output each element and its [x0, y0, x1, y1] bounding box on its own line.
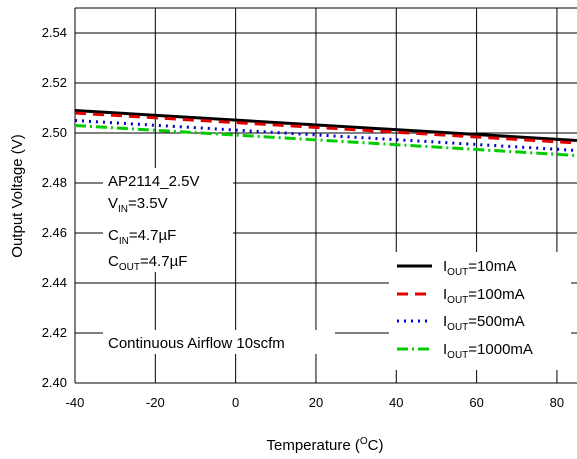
legend-label-100ma: IOUT=100mA: [443, 286, 525, 306]
annotation-condition: Continuous Airflow 10scfm: [108, 335, 285, 352]
y-tick-label: 2.48: [42, 175, 67, 190]
x-axis-title: Temperature (OC): [267, 436, 384, 454]
x-tick-label: 0: [232, 395, 239, 410]
y-tick-label: 2.44: [42, 275, 67, 290]
condition-background: [103, 330, 335, 354]
annotation-block: AP2114_2.5V VIN=3.5V CIN=4.7µF COUT=4.7µ…: [103, 168, 335, 354]
y-tick-label: 2.46: [42, 225, 67, 240]
y-axis-ticks: 2.40 2.42 2.44 2.46 2.48 2.50 2.52 2.54: [42, 25, 67, 390]
y-tick-label: 2.40: [42, 375, 67, 390]
y-tick-label: 2.52: [42, 75, 67, 90]
y-axis-title: Output Voltage (V): [9, 134, 26, 257]
x-tick-label: 60: [469, 395, 483, 410]
annotation-vin: VIN=3.5V: [108, 195, 168, 215]
legend-item-500ma: IOUT=500mA: [397, 313, 525, 333]
x-tick-label: -20: [146, 395, 165, 410]
annotation-cin: CIN=4.7µF: [108, 227, 176, 247]
annotation-cout: COUT=4.7µF: [108, 253, 187, 273]
legend-label-1000ma: IOUT=1000mA: [443, 341, 533, 361]
annotation-background: [103, 168, 233, 272]
x-tick-label: -40: [66, 395, 85, 410]
y-tick-label: 2.50: [42, 125, 67, 140]
legend-item-100ma: IOUT=100mA: [397, 286, 525, 306]
legend-label-500ma: IOUT=500mA: [443, 313, 525, 333]
annotation-device: AP2114_2.5V: [108, 173, 199, 190]
series-10ma-line: [74, 109, 577, 142]
series-lines: [74, 109, 577, 157]
x-tick-label: 40: [389, 395, 403, 410]
x-axis-ticks: -40 -20 0 20 40 60 80: [66, 395, 565, 410]
y-tick-label: 2.42: [42, 325, 67, 340]
legend: IOUT=10mA IOUT=100mA IOUT=500mA IOUT=100…: [389, 252, 571, 370]
y-tick-label: 2.54: [42, 25, 67, 40]
x-tick-label: 80: [550, 395, 564, 410]
legend-item-1000ma: IOUT=1000mA: [397, 341, 533, 361]
legend-label-10ma: IOUT=10mA: [443, 258, 516, 278]
legend-item-10ma: IOUT=10mA: [397, 258, 516, 278]
series-100ma-line: [74, 111, 577, 145]
x-tick-label: 20: [309, 395, 323, 410]
